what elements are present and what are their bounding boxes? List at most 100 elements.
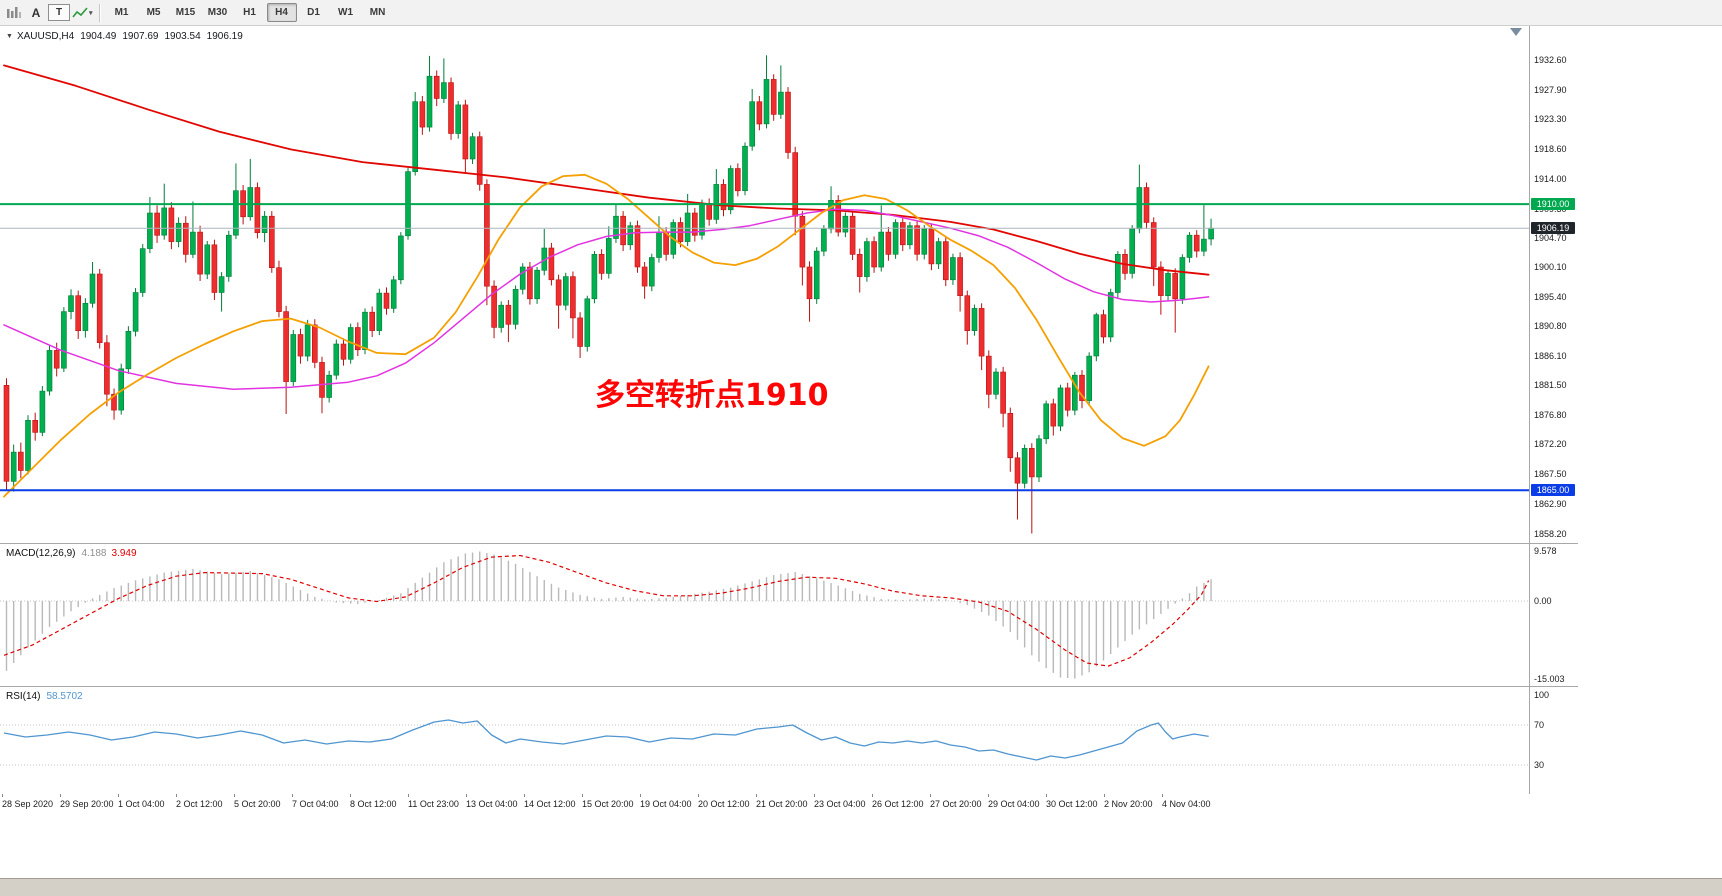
chart-ohlc-header: ▼ XAUUSD,H4 1904.49 1907.69 1903.54 1906.19 bbox=[6, 31, 243, 42]
time-axis-tick bbox=[2, 794, 3, 797]
time-axis-tick bbox=[234, 794, 235, 797]
macd-indicator-label: MACD(12,26,9) 4.188 3.949 bbox=[6, 548, 137, 559]
rsi-title: RSI(14) bbox=[6, 691, 41, 702]
macd-scale-tick: 9.578 bbox=[1534, 546, 1557, 557]
time-axis-label: 29 Oct 04:00 bbox=[988, 799, 1040, 809]
time-axis-tick bbox=[814, 794, 815, 797]
price-scale-tick: 1867.50 bbox=[1534, 469, 1567, 480]
time-axis-tick bbox=[1104, 794, 1105, 797]
timeframe-button-m30[interactable]: M30 bbox=[207, 7, 228, 18]
macd-panel-canvas[interactable] bbox=[0, 544, 1529, 686]
resistance-level-price-box: 1910.00 bbox=[1531, 198, 1575, 211]
price-scale-tick: 1900.10 bbox=[1534, 262, 1567, 273]
rsi-panel-canvas[interactable] bbox=[0, 688, 1529, 794]
macd-signal-value: 3.949 bbox=[111, 548, 137, 559]
time-axis-label: 20 Oct 12:00 bbox=[698, 799, 750, 809]
time-axis-label: 8 Oct 12:00 bbox=[350, 799, 397, 809]
time-axis-label: 15 Oct 20:00 bbox=[582, 799, 634, 809]
indicator-line-glyph bbox=[72, 6, 88, 17]
price-scale-tick: 1918.60 bbox=[1534, 144, 1567, 155]
text-box-label: T bbox=[55, 7, 63, 18]
time-axis-tick bbox=[118, 794, 119, 797]
macd-main-value: 4.188 bbox=[81, 548, 107, 559]
time-axis-label: 4 Nov 04:00 bbox=[1162, 799, 1211, 809]
price-scale-separator bbox=[1529, 26, 1530, 794]
chart-bars-glyph bbox=[7, 6, 21, 18]
timeframe-button-w1[interactable]: W1 bbox=[338, 7, 354, 18]
time-axis-label: 21 Oct 20:00 bbox=[756, 799, 808, 809]
timeframe-button-m5[interactable]: M5 bbox=[146, 7, 161, 18]
price-scale-tick: 1858.20 bbox=[1534, 528, 1567, 539]
price-scale-tick: 1886.10 bbox=[1534, 351, 1567, 362]
time-axis-tick bbox=[698, 794, 699, 797]
time-axis-tick bbox=[930, 794, 931, 797]
timeframe-button-d1[interactable]: D1 bbox=[307, 7, 320, 18]
support-level-price-box: 1865.00 bbox=[1531, 484, 1575, 497]
text-a-icon[interactable]: A bbox=[31, 5, 41, 20]
time-axis-label: 23 Oct 04:00 bbox=[814, 799, 866, 809]
rsi-scale-tick: 30 bbox=[1534, 760, 1545, 770]
chart-shift-marker-icon[interactable] bbox=[1510, 28, 1522, 36]
main-toolbar: A T ▾ M1 M5 M15 M30 H1 H4 D1 W1 MN bbox=[0, 0, 1722, 26]
chart-bars-icon[interactable] bbox=[4, 3, 24, 23]
macd-title: MACD(12,26,9) bbox=[6, 548, 76, 559]
time-axis-tick bbox=[176, 794, 177, 797]
panel-separator[interactable] bbox=[0, 686, 1578, 687]
time-axis-label: 27 Oct 20:00 bbox=[930, 799, 982, 809]
timeframe-button-m1[interactable]: M1 bbox=[114, 7, 129, 18]
price-scale-tick: 1904.70 bbox=[1534, 232, 1567, 243]
open-value: 1904.49 bbox=[80, 31, 117, 42]
time-axis-tick bbox=[1162, 794, 1163, 797]
time-axis-label: 7 Oct 04:00 bbox=[292, 799, 339, 809]
timeframe-button-mn[interactable]: MN bbox=[369, 7, 386, 18]
timeframe-button-m15[interactable]: M15 bbox=[175, 7, 196, 18]
time-axis-label: 1 Oct 04:00 bbox=[118, 799, 165, 809]
price-scale-tick: 1932.60 bbox=[1534, 55, 1567, 66]
time-axis-label: 19 Oct 04:00 bbox=[640, 799, 692, 809]
time-axis-label: 5 Oct 20:00 bbox=[234, 799, 281, 809]
price-scale-tick: 1862.90 bbox=[1534, 498, 1567, 509]
time-axis-tick bbox=[640, 794, 641, 797]
price-scale-tick: 1909.30 bbox=[1534, 203, 1567, 214]
toolbar-separator bbox=[98, 3, 101, 22]
chevron-down-icon: ▾ bbox=[89, 9, 93, 17]
price-scale-tick: 1914.00 bbox=[1534, 173, 1567, 184]
collapse-arrow-icon[interactable]: ▼ bbox=[6, 33, 13, 40]
text-box-icon[interactable]: T bbox=[48, 4, 70, 21]
rsi-scale-tick: 100 bbox=[1534, 690, 1550, 700]
timeframe-button-h1[interactable]: H1 bbox=[243, 7, 256, 18]
panel-separator[interactable] bbox=[0, 543, 1578, 544]
ma-fast-orange-line bbox=[3, 173, 1210, 498]
chart-annotation-text[interactable]: 多空转折点1910 bbox=[595, 378, 829, 413]
time-axis-label: 14 Oct 12:00 bbox=[524, 799, 576, 809]
time-axis[interactable]: 28 Sep 2020 29 Sep 20:00 1 Oct 04:00 2 Oct … bbox=[0, 794, 1578, 812]
macd-scale-tick: 0.00 bbox=[1534, 596, 1552, 606]
rsi-value: 58.5702 bbox=[46, 691, 83, 702]
ma-slow-red-line bbox=[3, 64, 1210, 276]
ma-medium-magenta-line bbox=[3, 208, 1210, 390]
time-axis-tick bbox=[1046, 794, 1047, 797]
price-scale-tick: 1890.80 bbox=[1534, 321, 1567, 332]
time-axis-label: 13 Oct 04:00 bbox=[466, 799, 518, 809]
time-axis-tick bbox=[872, 794, 873, 797]
time-axis-label: 30 Oct 12:00 bbox=[1046, 799, 1098, 809]
time-axis-tick bbox=[408, 794, 409, 797]
main-chart-canvas[interactable] bbox=[0, 26, 1529, 543]
price-scale-tick: 1927.90 bbox=[1534, 85, 1567, 96]
price-scale-tick: 1923.30 bbox=[1534, 114, 1567, 125]
time-axis-label: 2 Oct 12:00 bbox=[176, 799, 223, 809]
time-axis-tick bbox=[60, 794, 61, 797]
rsi-scale-tick: 70 bbox=[1534, 720, 1545, 730]
close-value: 1906.19 bbox=[206, 31, 243, 42]
indicator-line-icon[interactable]: ▾ bbox=[72, 3, 93, 23]
price-scale-tick: 1881.50 bbox=[1534, 380, 1567, 391]
time-axis-tick bbox=[350, 794, 351, 797]
window-bottom-strip bbox=[0, 878, 1722, 896]
time-axis-tick bbox=[466, 794, 467, 797]
rsi-indicator-label: RSI(14) 58.5702 bbox=[6, 691, 83, 702]
low-value: 1903.54 bbox=[164, 31, 201, 42]
current-bid-price-box: 1906.19 bbox=[1531, 222, 1575, 235]
price-scale-tick: 1876.80 bbox=[1534, 410, 1567, 421]
time-axis-tick bbox=[582, 794, 583, 797]
timeframe-button-h4[interactable]: H4 bbox=[266, 3, 297, 22]
